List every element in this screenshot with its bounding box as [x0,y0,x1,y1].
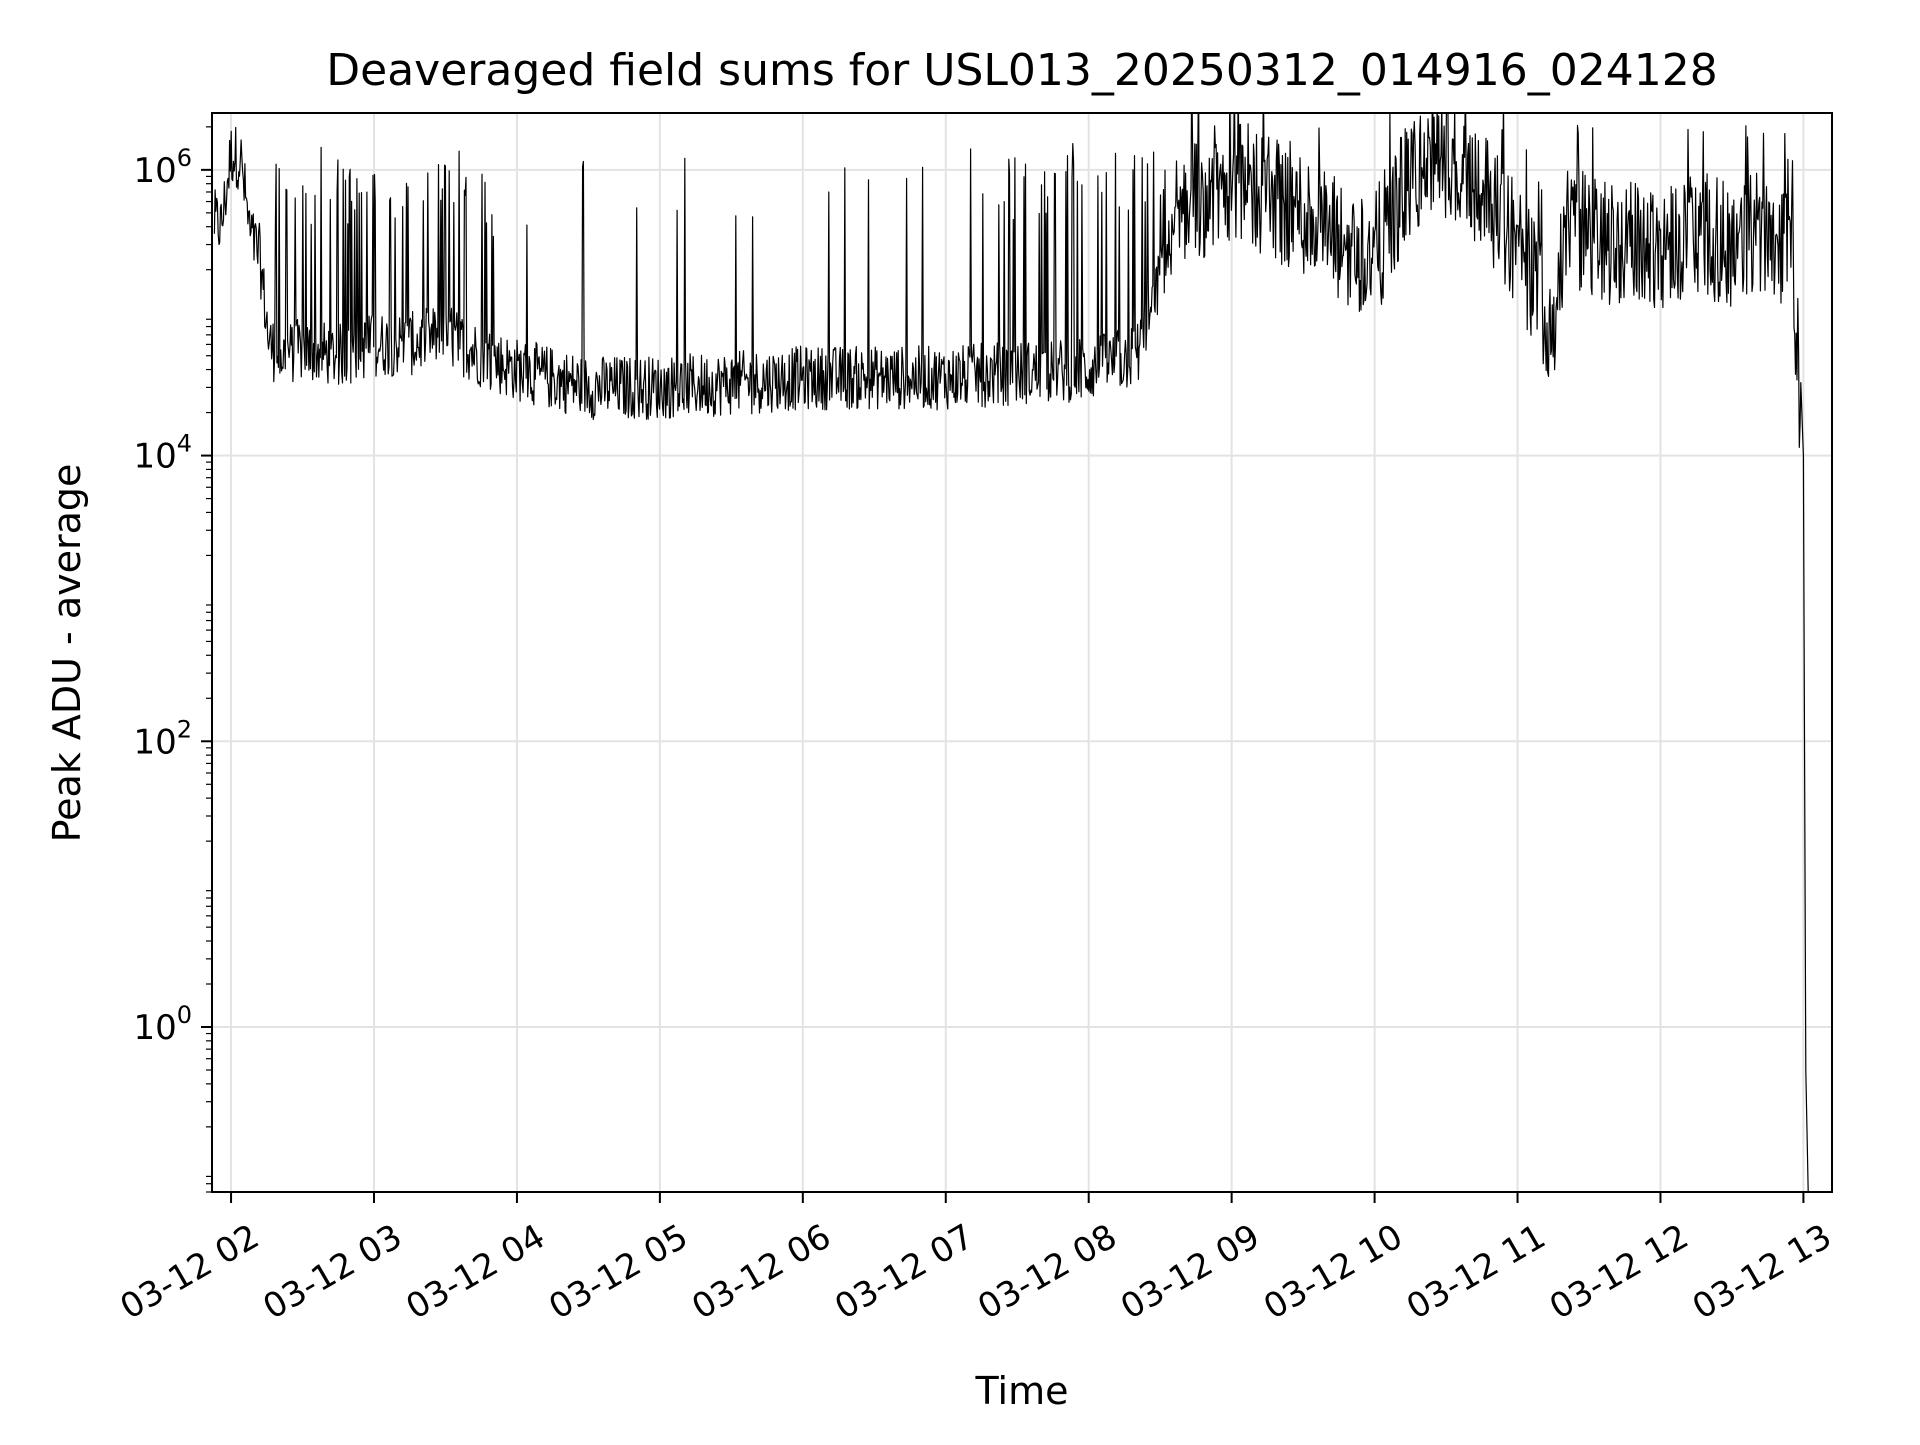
chart-title: Deaveraged field sums for USL013_2025031… [326,45,1718,96]
y-tick-exponent: 2 [177,715,192,743]
y-tick-exponent: 4 [177,430,192,458]
y-tick-exponent: 0 [177,1001,192,1029]
y-tick-label: 106 [133,144,192,191]
y-tick-base: 10 [133,437,176,477]
y-tick-base: 10 [133,722,176,762]
y-tick-label: 104 [133,430,192,477]
plot-frame [211,112,1833,1193]
data-layer [213,113,1809,1192]
y-tick-label: 100 [133,1001,192,1048]
x-axis-label: Time [975,1369,1069,1413]
y-axis-label: Peak ADU - average [45,464,89,843]
series-line [213,113,1809,1192]
y-tick-base: 10 [133,151,176,191]
y-tick-exponent: 6 [177,144,192,172]
y-tick-base: 10 [133,1008,176,1048]
grid-layer [212,113,1832,1192]
y-tick-label: 102 [133,715,192,762]
plot-area [213,113,1809,1192]
